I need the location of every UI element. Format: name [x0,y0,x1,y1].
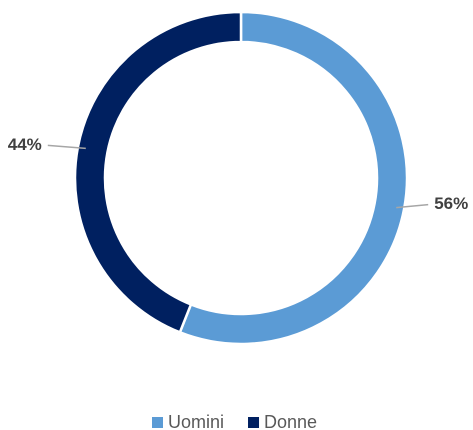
legend-swatch [152,417,163,428]
donut-segment [178,10,409,346]
legend-label: Donne [264,412,317,430]
donut-segment [73,10,243,334]
data-label: 44% [8,135,42,154]
legend-label: Uomini [168,412,224,430]
legend-swatch [248,417,260,428]
data-label: 56% [434,194,468,213]
leader-line [47,144,86,150]
leader-line [396,203,429,209]
